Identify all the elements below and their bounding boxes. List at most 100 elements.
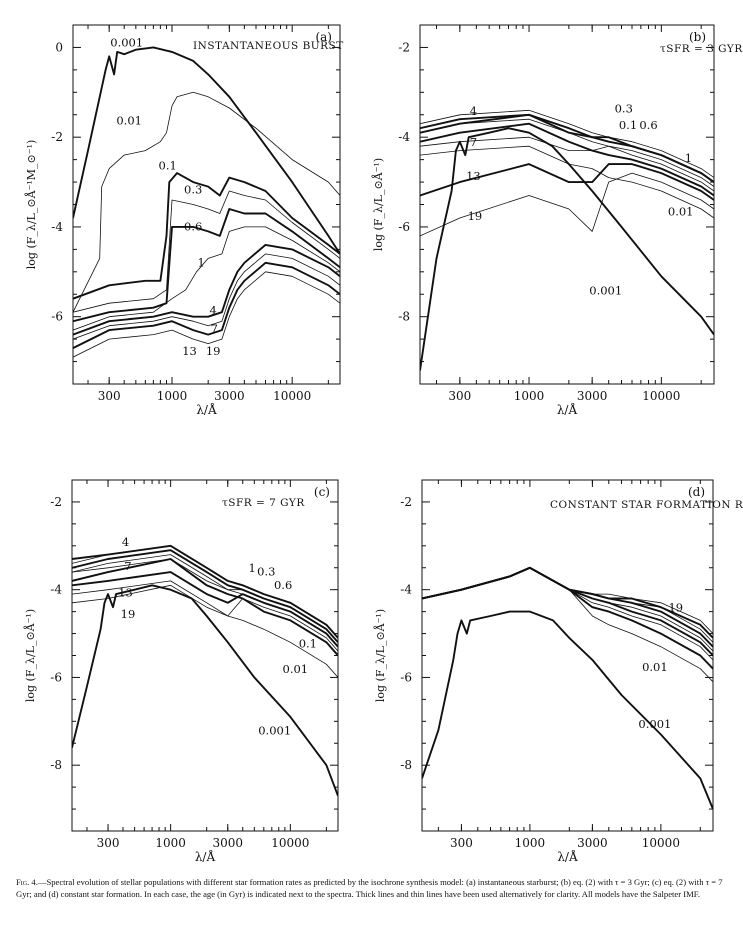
panel-b-label: (b)	[689, 30, 706, 44]
panel-a-title: INSTANTANEOUS BURST	[193, 40, 344, 52]
panel-b-ytick-label: -4	[398, 130, 410, 144]
panel-b-annotation: 0.01	[668, 205, 694, 219]
panel-c-label: (c)	[314, 485, 330, 499]
panel-c-ylabel: log (F_λ/L_⊙Å⁻¹)	[23, 609, 37, 702]
caption-text: —Spectral evolution of stellar populatio…	[16, 877, 723, 899]
panel-d-ytick-label: -6	[400, 670, 412, 684]
panel-b-series-0-3	[420, 118, 714, 187]
panel-a-xtick-label: 1000	[157, 389, 188, 403]
panel-d-annotation: 19	[668, 601, 683, 615]
panel-c-series-0-1	[72, 558, 338, 657]
panel-c-annotation: 0.6	[274, 578, 292, 592]
panel-b-xlabel: λ/Å	[557, 402, 578, 417]
panel-a-annotation: 4	[209, 303, 216, 317]
panel-c-series-0-3	[72, 554, 338, 647]
panel-a-annotation: 1	[198, 255, 205, 269]
panel-c-series-0-01	[72, 580, 338, 678]
panel-d-ylabel: log (F_λ/L_⊙Å⁻¹)	[373, 609, 387, 702]
panel-d-ytick-label: -4	[400, 583, 412, 597]
panel-a-annotation: 0.01	[116, 114, 142, 128]
panel-b-series-19	[420, 172, 714, 237]
panel-b-annotation: 0.3	[615, 102, 633, 116]
panel-c-xtick-label: 1000	[155, 836, 186, 850]
panel-c-annotation: 7	[124, 559, 131, 573]
panel-d-xtick-label: 300	[450, 836, 473, 850]
panel-a-annotation: 7	[211, 321, 218, 335]
panel-b-annotation: 13	[466, 169, 481, 183]
panel-c-xlabel: λ/Å	[195, 849, 216, 864]
panel-d-xtick-label: 10000	[642, 836, 680, 850]
panel-b-series-4	[420, 113, 714, 183]
panel-d-title: CONSTANT STAR FORMATION RATE	[550, 499, 743, 511]
panel-a-annotation: 0.6	[184, 220, 202, 234]
panel-c-ytick-label: -4	[50, 583, 62, 597]
panel-b-annotation: 0.6	[639, 118, 657, 132]
panel-c-xtick-label: 300	[97, 836, 120, 850]
panel-c-series-group	[72, 544, 338, 797]
panel-a-annotation: 0.1	[159, 158, 177, 172]
panel-d-series-group	[422, 566, 713, 810]
panel-b-xtick-label: 1000	[514, 389, 545, 403]
panel-c-series-4	[72, 544, 338, 639]
panel-a-series-group	[73, 46, 340, 358]
panel-a-annotation: 0.3	[184, 182, 202, 196]
panel-b-ytick-label: -6	[398, 220, 410, 234]
panel-d-ytick-label: -8	[400, 758, 412, 772]
panel-b-ytick-label: -2	[398, 40, 410, 54]
panel-d-label: (d)	[688, 485, 705, 499]
panel-a-series-0-1	[73, 172, 340, 300]
panel-c-ytick-label: -2	[50, 495, 62, 509]
panel-c-annotation: 0.01	[283, 662, 309, 676]
panel-c-title: τSFR = 7 GYR	[222, 497, 305, 509]
panel-a-series-0-3	[73, 190, 340, 313]
panel-c-xtick-label: 3000	[212, 836, 243, 850]
panel-a-series-1	[73, 226, 340, 331]
panel-a-series-0-001	[73, 46, 340, 255]
panel-c-annotation: 4	[122, 535, 129, 549]
panel-c-annotation: 19	[121, 607, 136, 621]
panel-a-series-4	[73, 243, 340, 336]
panel-b-xtick-label: 300	[448, 389, 471, 403]
panel-a-annotation: 19	[206, 344, 221, 358]
panel-c-annotation: 0.001	[258, 723, 291, 737]
panel-a-series-0-01	[73, 91, 340, 313]
panel-c-ytick-label: -6	[50, 670, 62, 684]
panel-b-annotation: 0.1	[619, 118, 637, 132]
panel-d-ytick-label: -2	[400, 495, 412, 509]
panel-d-xlabel: λ/Å	[557, 849, 578, 864]
panel-d-series-0-1	[422, 566, 713, 670]
panel-b-annotation: 7	[470, 135, 477, 149]
figure-caption: Fig. 4.—Spectral evolution of stellar po…	[16, 876, 736, 900]
panel-c-chart: 300 1000 3000 10000 -2 -4 -6 -8 λ/Å log (F_λ/L_⊙Å…	[23, 479, 339, 864]
panel-a-xtick-label: 10000	[273, 389, 311, 403]
panel-b-series-13	[420, 163, 714, 201]
panel-d-frame	[421, 479, 714, 832]
panel-d-xtick-label: 1000	[515, 836, 546, 850]
panel-c-annotation: 0.1	[299, 637, 317, 651]
panel-b-series-group	[420, 109, 714, 371]
panel-c-series-7	[72, 558, 338, 643]
panel-c-annotation: 1	[249, 561, 256, 575]
panel-a-xtick-label: 300	[98, 389, 121, 403]
panel-a-annotation: 13	[182, 344, 197, 358]
panel-a-ytick-label: -6	[51, 310, 63, 324]
panel-a-label: (a)	[315, 30, 332, 44]
panel-c-xtick-label: 10000	[271, 836, 309, 850]
panel-b-annotation: 0.001	[589, 283, 622, 297]
panel-a-chart: 300 1000 3000 10000 0 -2 -4 -6 λ/Å log (F_λ/L_⊙Å⁻…	[24, 24, 344, 417]
panel-c-series-0-001	[72, 584, 338, 797]
panel-b-annotation: 1	[685, 151, 692, 165]
panel-b-annotation: 4	[470, 104, 477, 118]
panel-d-xtick-label: 3000	[577, 836, 608, 850]
panel-a-ylabel: log (F_λ/L_⊙Å⁻¹M_⊙⁻¹)	[24, 140, 38, 269]
panel-b-xtick-label: 10000	[642, 389, 680, 403]
panel-a-xlabel: λ/Å	[196, 402, 217, 417]
panel-c-series-13	[72, 571, 338, 648]
panel-c-ytick-label: -8	[50, 758, 62, 772]
panel-a-series-19	[73, 271, 340, 358]
panel-a-series-0-6	[73, 208, 340, 323]
panel-b-series-0-1	[420, 122, 714, 197]
panel-d-annotation: 0.01	[642, 660, 668, 674]
panel-d-chart: 300 1000 3000 10000 -2 -4 -6 -8 λ/Å log (F_λ/L_⊙Å…	[373, 479, 743, 864]
